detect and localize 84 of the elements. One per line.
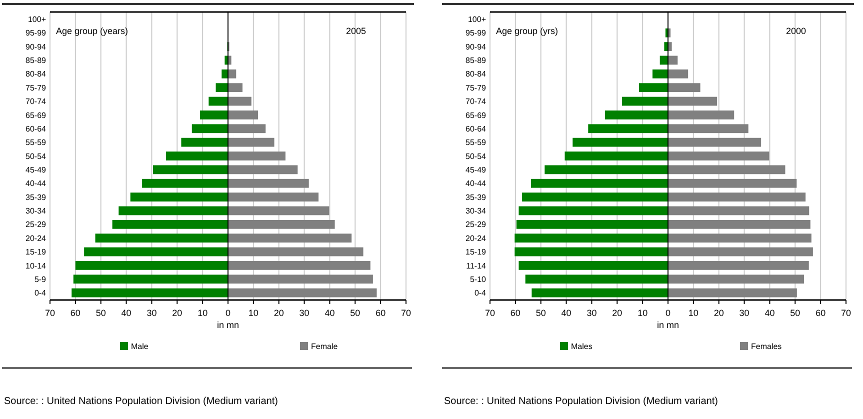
- y-tick-label: 65-69: [466, 110, 487, 120]
- y-tick-label: 25-29: [26, 220, 47, 230]
- x-tick-label: 40: [561, 308, 572, 318]
- text: 2005: [346, 26, 366, 36]
- y-tick-label: 45-49: [26, 165, 47, 174]
- x-tick-label: 10: [638, 308, 648, 318]
- y-tick-label: 15-19: [466, 248, 487, 257]
- x-tick-label: 40: [121, 308, 132, 318]
- y-tick-label: 75-79: [26, 83, 47, 92]
- y-axis-title: Age group (yrs): [496, 26, 558, 36]
- y-tick-label: 100+: [28, 14, 46, 24]
- y-tick-label: 15-19: [26, 248, 47, 257]
- y-tick-label: 90-94: [466, 42, 487, 52]
- x-tick-label: 50: [536, 308, 546, 318]
- x-tick-label: 70: [400, 308, 412, 318]
- x-tick-label: 10: [248, 308, 258, 318]
- y-tick-label: 95-99: [466, 28, 487, 38]
- source-note: Source: : United Nations Population Division (Medium variant): [444, 396, 718, 407]
- y-tick-label: 50-54: [26, 152, 47, 161]
- y-tick-label: 90-94: [26, 42, 47, 52]
- y-tick-label: 80-84: [26, 70, 47, 79]
- y-tick-label: 30-34: [466, 206, 487, 216]
- y-tick-label: 0-4: [474, 288, 487, 298]
- y-tick-label: 70-74: [466, 97, 487, 106]
- y-tick-label: 80-84: [466, 70, 487, 79]
- y-axis-title: Age group (years): [56, 26, 128, 36]
- y-tick-label: 35-39: [26, 192, 47, 202]
- y-tick-label: 40-44: [26, 179, 47, 188]
- x-tick-label: 70: [44, 308, 56, 318]
- x-tick-label: 10: [688, 308, 698, 318]
- y-tick-label: 20-24: [26, 234, 47, 243]
- x-tick-label: 20: [714, 308, 724, 318]
- x-tick-label: 30: [586, 308, 597, 318]
- y-tick-label: 85-89: [466, 56, 487, 66]
- x-axis-title: in mn: [216, 320, 240, 330]
- y-tick-label: 50-54: [466, 152, 487, 161]
- x-tick-label: 20: [172, 308, 182, 318]
- y-tick-label: 70-74: [26, 97, 47, 106]
- x-tick-label: 40: [324, 308, 335, 318]
- y-tick-label: 85-89: [26, 56, 47, 66]
- x-tick-label: 60: [376, 308, 386, 318]
- y-tick-label: 65-69: [26, 110, 47, 120]
- x-tick-label: 30: [146, 308, 157, 318]
- x-tick-label: 50: [790, 308, 800, 318]
- legend-label: Males: [571, 342, 592, 351]
- y-tick-label: 40-44: [466, 179, 487, 188]
- x-tick-label: 60: [70, 308, 80, 318]
- y-tick-label: 75-79: [466, 83, 487, 92]
- legend-label: Female: [311, 342, 338, 351]
- x-tick-label: 60: [816, 308, 826, 318]
- y-tick-label: 45-49: [466, 165, 487, 174]
- x-tick-label: 20: [612, 308, 622, 318]
- legend-label: Male: [131, 342, 149, 351]
- x-tick-label: 0: [225, 308, 231, 318]
- x-tick-label: 0: [665, 308, 671, 318]
- x-tick-label: 70: [484, 308, 496, 318]
- x-tick-label: 50: [96, 308, 106, 318]
- y-tick-label: 60-64: [466, 124, 487, 134]
- x-tick-label: 30: [299, 308, 310, 318]
- y-tick-label: 20-24: [466, 234, 487, 243]
- y-tick-label: 55-59: [26, 138, 47, 148]
- y-tick-label: 35-39: [466, 192, 487, 202]
- source-note: Source: : United Nations Population Division (Medium variant): [4, 396, 278, 407]
- x-tick-label: 20: [274, 308, 284, 318]
- legend-label: Females: [751, 342, 782, 351]
- x-tick-label: 50: [350, 308, 360, 318]
- x-tick-label: 70: [840, 308, 852, 318]
- text: 2000: [786, 26, 806, 36]
- x-tick-label: 10: [198, 308, 208, 318]
- y-tick-label: 5-9: [34, 274, 47, 284]
- x-tick-label: 40: [764, 308, 775, 318]
- y-tick-label: 25-29: [466, 220, 487, 230]
- y-tick-label: 60-64: [26, 124, 47, 134]
- y-tick-label: 55-59: [466, 138, 487, 148]
- y-tick-label: 11-14: [466, 261, 487, 270]
- y-tick-label: 100+: [468, 14, 486, 24]
- y-tick-label: 95-99: [26, 28, 47, 38]
- y-tick-label: 10-14: [26, 261, 47, 270]
- y-tick-label: 0-4: [34, 288, 47, 298]
- x-tick-label: 30: [739, 308, 750, 318]
- y-tick-label: 5-10: [470, 274, 487, 284]
- x-tick-label: 60: [510, 308, 520, 318]
- y-tick-label: 30-34: [26, 206, 47, 216]
- x-axis-title: in mn: [656, 320, 680, 330]
